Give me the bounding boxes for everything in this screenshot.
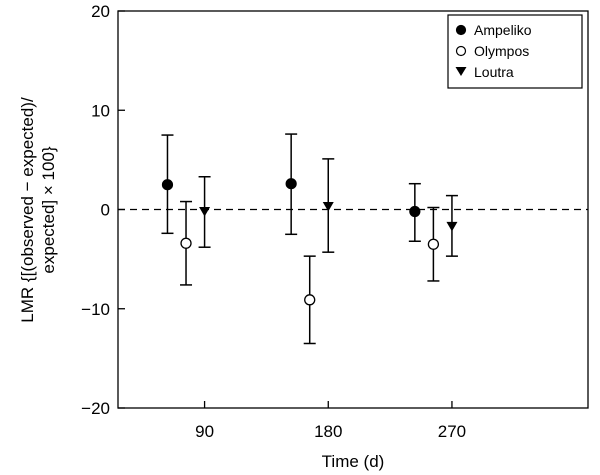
- legend-marker-ampeliko: [455, 24, 467, 36]
- point-ampeliko: [161, 179, 174, 191]
- x-tick-label: 90: [195, 422, 214, 441]
- x-axis: 90 180 270: [195, 401, 466, 441]
- point-loutra: [199, 206, 211, 217]
- point-ampeliko: [409, 205, 421, 218]
- legend-marker-olympos: [455, 45, 467, 57]
- point-olympos: [304, 294, 316, 306]
- legend: Ampeliko Olympos Loutra: [447, 14, 583, 89]
- point-loutra: [322, 202, 334, 212]
- x-tick-label: 180: [314, 422, 342, 441]
- y-axis-title-line-1: LMR {[(observed − expected)/: [18, 97, 37, 323]
- x-tick-label: 270: [438, 422, 466, 441]
- y-axis-title-line-2: expected] × 100}: [39, 146, 58, 273]
- point-olympos: [427, 238, 440, 250]
- data-marks: [161, 133, 458, 345]
- y-tick-label: 10: [91, 101, 110, 120]
- legend-label-olympos: Olympos: [474, 43, 529, 59]
- y-axis: 20 10 0 −10 −20: [81, 2, 125, 418]
- x-axis-title: Time (d): [322, 452, 385, 471]
- legend-box: [447, 14, 583, 89]
- y-tick-label: 0: [101, 201, 110, 220]
- point-ampeliko: [285, 178, 297, 190]
- legend-label-ampeliko: Ampeliko: [474, 22, 532, 38]
- point-olympos: [180, 237, 192, 249]
- y-tick-label: −10: [81, 300, 110, 319]
- point-loutra: [446, 221, 458, 232]
- legend-marker-loutra: [455, 67, 467, 76]
- y-tick-label: −20: [81, 399, 110, 418]
- legend-label-loutra: Loutra: [474, 64, 514, 80]
- y-tick-label: 20: [91, 2, 110, 21]
